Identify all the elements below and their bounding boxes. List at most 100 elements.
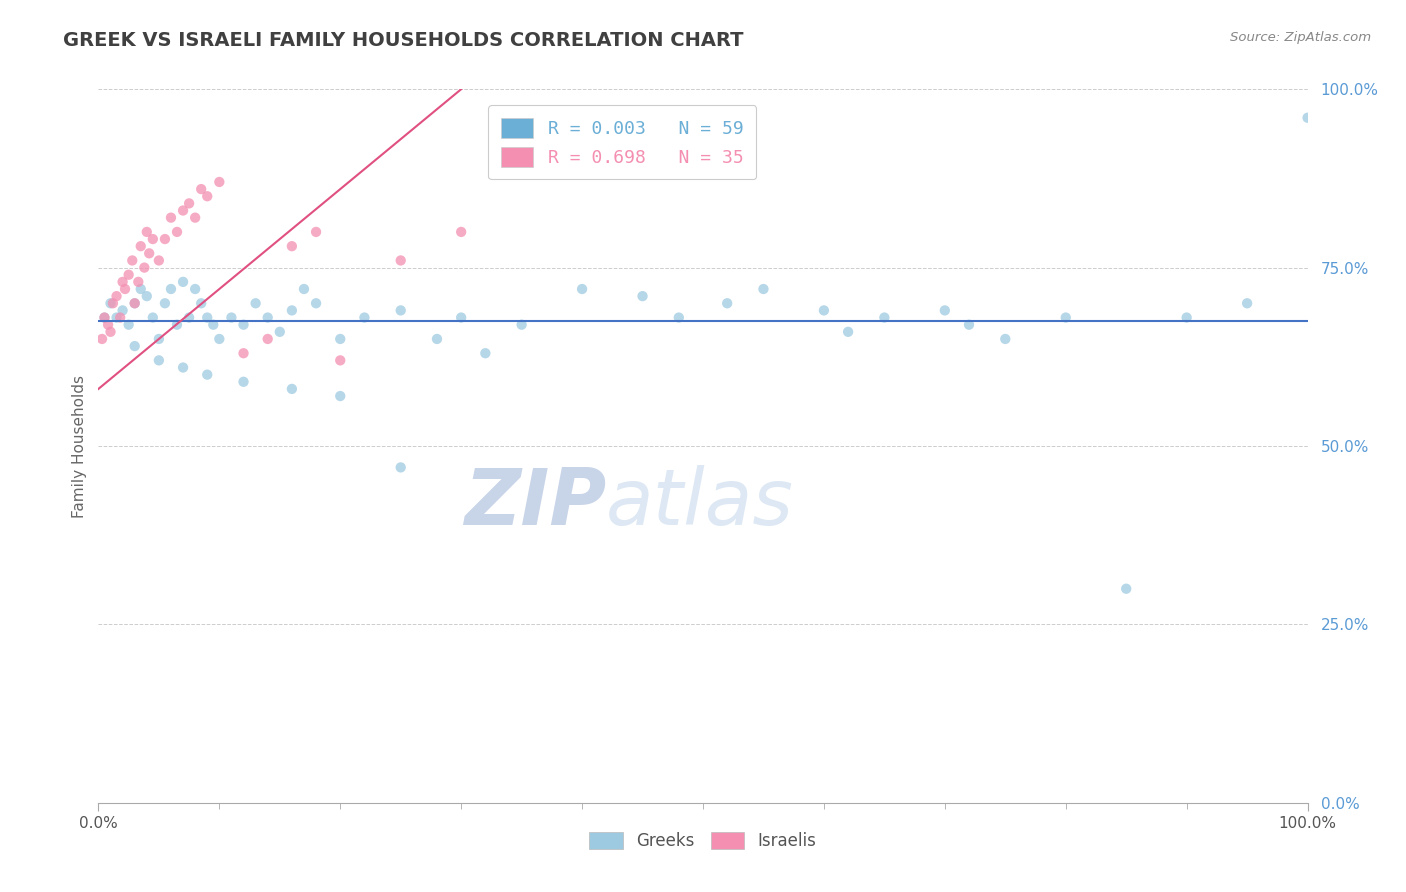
Legend: Greeks, Israelis: Greeks, Israelis [581,824,825,859]
Point [142,310,165,325]
Point [124,296,146,310]
Point [837,325,859,339]
Point [190,296,212,310]
Point [450,225,472,239]
Point [208,175,231,189]
Point [353,310,375,325]
Point [934,303,956,318]
Point [813,303,835,318]
Point [166,225,188,239]
Point [118,268,141,282]
Point [148,253,170,268]
Point [108,310,131,325]
Point [153,296,176,310]
Point [172,203,194,218]
Point [179,196,201,211]
Point [100,296,122,310]
Point [1236,296,1258,310]
Text: GREEK VS ISRAELI FAMILY HOUSEHOLDS CORRELATION CHART: GREEK VS ISRAELI FAMILY HOUSEHOLDS CORRE… [63,31,744,50]
Point [127,275,149,289]
Point [426,332,449,346]
Point [232,346,254,360]
Point [129,239,152,253]
Point [510,318,533,332]
Point [118,318,141,332]
Point [148,332,170,346]
Point [450,310,472,325]
Point [148,353,170,368]
Point [232,318,254,332]
Point [329,353,352,368]
Point [631,289,654,303]
Point [281,303,304,318]
Point [269,325,291,339]
Point [256,332,278,346]
Point [93,310,115,325]
Point [184,282,207,296]
Point [121,253,143,268]
Point [571,282,593,296]
Point [245,296,267,310]
Point [91,332,114,346]
Point [111,303,134,318]
Point [389,460,412,475]
Point [134,260,156,275]
Point [305,296,328,310]
Point [184,211,207,225]
Point [129,282,152,296]
Point [135,225,157,239]
Point [101,296,124,310]
Point [172,275,194,289]
Text: Source: ZipAtlas.com: Source: ZipAtlas.com [1230,31,1371,45]
Point [232,375,254,389]
Point [292,282,315,296]
Point [1296,111,1319,125]
Point [190,182,212,196]
Point [1175,310,1198,325]
Point [124,339,146,353]
Point [138,246,160,260]
Point [153,232,176,246]
Point [474,346,496,360]
Text: atlas: atlas [606,465,794,541]
Point [957,318,980,332]
Point [195,189,218,203]
Point [105,310,128,325]
Point [221,310,243,325]
Point [329,389,352,403]
Point [135,289,157,303]
Point [873,310,896,325]
Point [202,318,225,332]
Point [93,310,115,325]
Point [179,310,201,325]
Point [256,310,278,325]
Point [100,325,122,339]
Point [160,282,183,296]
Point [124,296,146,310]
Point [668,310,690,325]
Point [389,303,412,318]
Point [389,253,412,268]
Point [329,332,352,346]
Point [195,310,218,325]
Point [97,318,120,332]
Point [305,225,328,239]
Point [281,239,304,253]
Point [111,275,134,289]
Point [160,211,183,225]
Text: ZIP: ZIP [464,465,606,541]
Point [1115,582,1137,596]
Point [114,282,136,296]
Point [281,382,304,396]
Point [172,360,194,375]
Point [752,282,775,296]
Point [105,289,128,303]
Point [195,368,218,382]
Point [166,318,188,332]
Point [208,332,231,346]
Y-axis label: Family Households: Family Households [72,375,87,517]
Point [142,232,165,246]
Point [994,332,1017,346]
Point [716,296,738,310]
Point [1054,310,1077,325]
